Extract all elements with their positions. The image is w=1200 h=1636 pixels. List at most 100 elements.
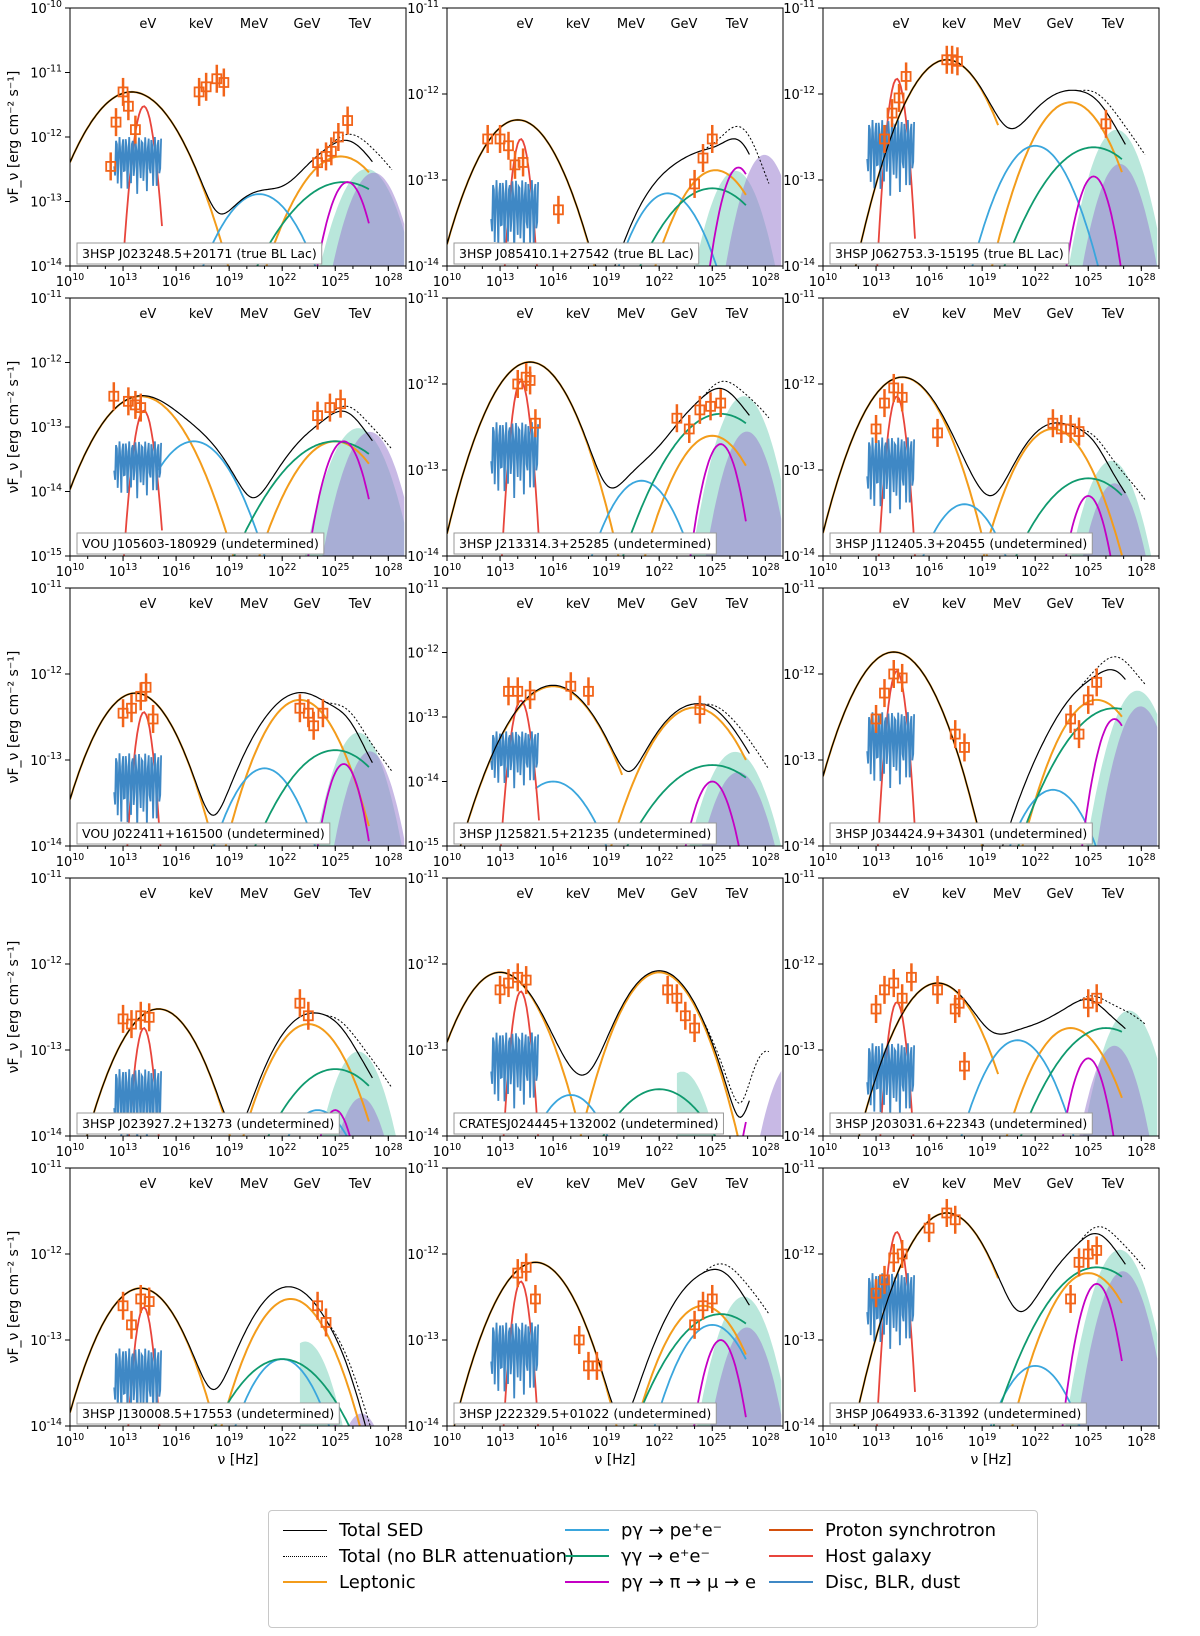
- pg-pe-curve: [534, 780, 608, 846]
- source-label: 3HSP J064933.6-31392 (undetermined): [835, 1406, 1081, 1421]
- total-no-blr-curve: [1079, 428, 1146, 500]
- y-tick-label: 10-14: [30, 837, 62, 855]
- x-tick-label: 1022: [645, 1432, 673, 1450]
- data-point: [1082, 694, 1094, 706]
- x-tick-label: 1025: [321, 852, 349, 870]
- total-sed-curve: [447, 119, 750, 266]
- data-point: [312, 1300, 323, 1312]
- source-label: 3HSP J130008.5+17553 (undetermined): [82, 1406, 334, 1421]
- total-no-blr-curve: [1079, 1226, 1146, 1270]
- x-tick-label: 1019: [215, 562, 243, 580]
- leptonic-ic-curve: [579, 971, 739, 1136]
- y-tick-label: 10-11: [783, 869, 815, 887]
- y-tick-label: 10-13: [783, 171, 815, 189]
- energy-label: MeV: [240, 597, 268, 612]
- data-point: [879, 687, 890, 699]
- x-tick-label: 1028: [751, 272, 779, 290]
- energy-label: eV: [892, 307, 909, 322]
- gg-ee-curve: [626, 764, 747, 846]
- energy-label: eV: [139, 887, 156, 902]
- legend-label: Total SED: [339, 1519, 424, 1541]
- data-point: [524, 375, 536, 386]
- x-tick-label: 1022: [268, 1432, 296, 1450]
- source-label: 3HSP J112405.3+20455 (undetermined): [835, 536, 1087, 551]
- gg-ee-curve: [1017, 707, 1123, 846]
- x-tick-label: 1022: [645, 272, 673, 290]
- source-label-box: [453, 242, 700, 265]
- total-sed-swatch: [283, 1529, 327, 1531]
- sed-panel-6: eV keV MeV GeV TeV 1010 1013 1016 1019 1022 1025 10…: [783, 289, 1160, 580]
- y-tick-label: 10-12: [407, 1245, 439, 1263]
- data-point: [1091, 1245, 1103, 1256]
- plot-area: [70, 673, 405, 846]
- data-point: [705, 400, 716, 412]
- legend-item-host-galaxy: Host galaxy: [769, 1543, 932, 1569]
- pg-pe-swatch: [565, 1529, 609, 1531]
- energy-label: eV: [139, 597, 156, 612]
- data-point: [932, 427, 943, 439]
- x-tick-label: 1016: [539, 852, 567, 870]
- energy-label: eV: [892, 17, 909, 32]
- pg-pi-curve: [1065, 494, 1112, 556]
- x-tick-label: 1010: [433, 272, 461, 290]
- data-point: [1091, 992, 1103, 1004]
- data-point: [900, 71, 912, 82]
- data-point: [949, 1214, 961, 1226]
- disc-blr-dust-curve: [113, 753, 162, 830]
- pg-pe-curve: [989, 1364, 1081, 1426]
- pg-pi-swatch: [565, 1581, 609, 1583]
- energy-label: keV: [942, 887, 966, 902]
- x-tick-label: 1016: [539, 272, 567, 290]
- source-label: CRATESJ024445+132002 (undetermined): [459, 1116, 718, 1131]
- pg-pe-curve: [653, 1323, 747, 1426]
- plot-area: [447, 118, 782, 266]
- y-tick-label: 10-14: [783, 547, 815, 565]
- legend-item-pg-pi: pγ → π → μ → e: [565, 1569, 756, 1595]
- data-point: [689, 1022, 700, 1034]
- x-tick-label: 1010: [809, 1142, 837, 1160]
- y-tick-label: 10-11: [783, 579, 815, 597]
- pg-pe-curve: [534, 1094, 609, 1136]
- x-tick-label: 1022: [645, 852, 673, 870]
- gg-ee-curve: [1015, 477, 1123, 556]
- energy-label: GeV: [670, 17, 697, 32]
- source-label-box: [453, 1112, 724, 1135]
- energy-label: GeV: [670, 307, 697, 322]
- data-point: [342, 115, 354, 126]
- pi-uncertainty-band: [321, 1097, 403, 1136]
- x-tick-label: 1016: [539, 1432, 567, 1450]
- y-tick-label: 10-13: [30, 193, 62, 211]
- data-point: [949, 728, 961, 740]
- leptonic-sync-curve: [823, 650, 984, 846]
- source-label-box: [829, 1402, 1087, 1425]
- data-point: [117, 86, 129, 98]
- disc-blr-dust-curve: [490, 1032, 539, 1109]
- y-tick-label: 10-12: [407, 375, 439, 393]
- data-point: [147, 713, 159, 725]
- x-tick-label: 1013: [486, 852, 514, 870]
- gg-ee-curve: [267, 1068, 370, 1136]
- data-point: [583, 685, 594, 697]
- data-point: [953, 997, 965, 1009]
- x-tick-label: 1010: [56, 1432, 84, 1450]
- leptonic-sync-curve: [858, 982, 1000, 1136]
- data-point: [494, 133, 506, 145]
- disc-blr-dust-curve: [866, 712, 915, 789]
- x-tick-label: 1016: [915, 272, 943, 290]
- x-tick-label: 1016: [915, 1142, 943, 1160]
- y-tick-label: 10-13: [407, 1331, 439, 1349]
- x-axis-label: ν [Hz]: [594, 1452, 635, 1468]
- data-point: [706, 133, 718, 145]
- data-point: [143, 1011, 155, 1023]
- y-tick-label: 10-13: [407, 461, 439, 479]
- source-label-box: [76, 532, 325, 555]
- energy-label: GeV: [670, 597, 697, 612]
- leptonic-ic-curve: [220, 1298, 361, 1426]
- energy-label: TeV: [725, 307, 749, 322]
- x-tick-label: 1019: [968, 852, 996, 870]
- y-tick-label: 10-11: [407, 579, 439, 597]
- x-tick-label: 1025: [698, 1432, 726, 1450]
- pi-uncertainty-band: [745, 1071, 782, 1136]
- x-tick-label: 1019: [592, 1142, 620, 1160]
- data-point: [1100, 118, 1112, 130]
